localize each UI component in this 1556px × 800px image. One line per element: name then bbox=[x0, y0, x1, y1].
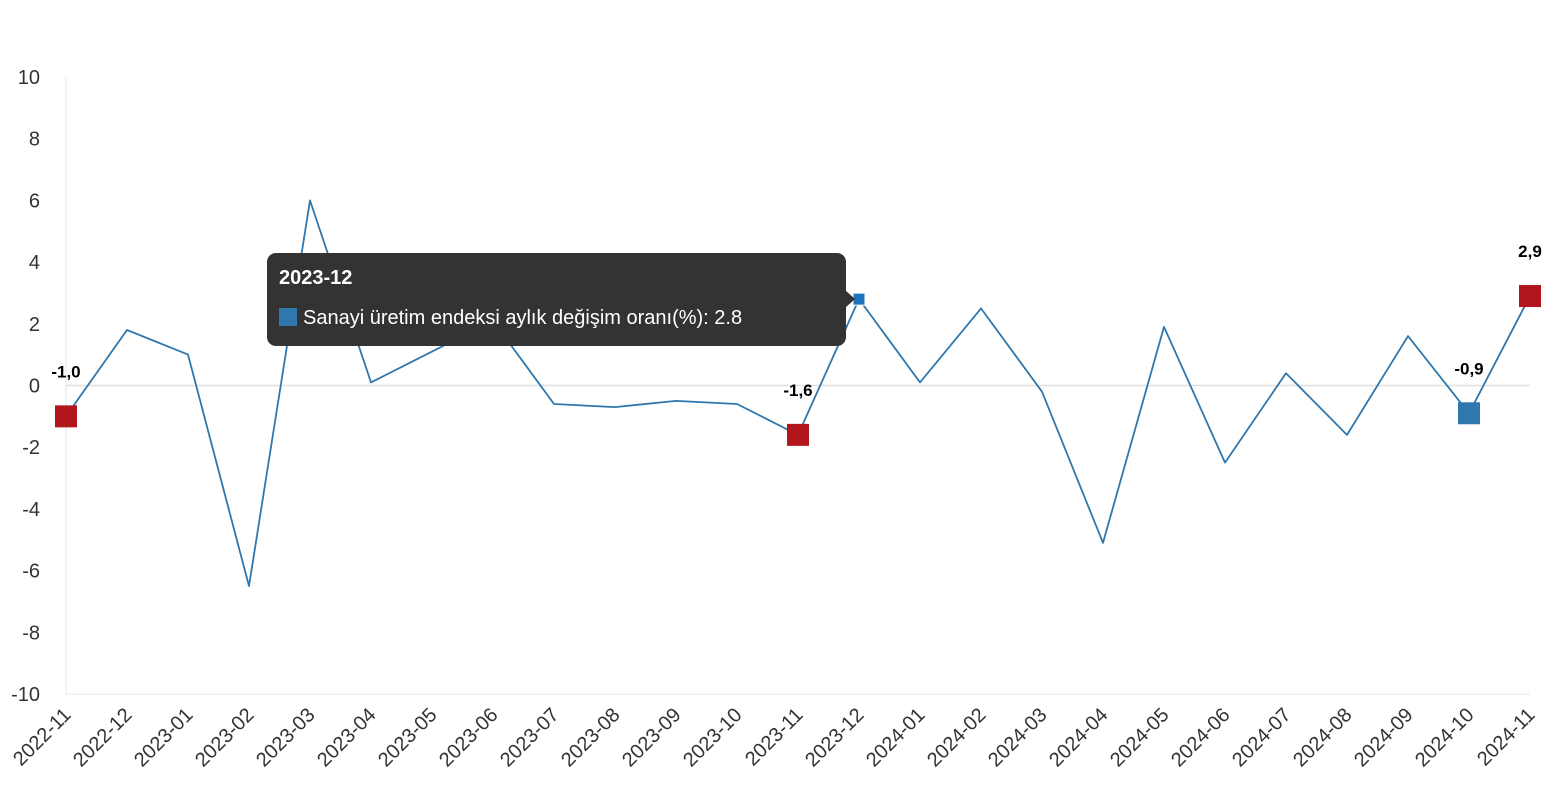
x-tick-label: 2023-01 bbox=[130, 704, 197, 771]
x-tick-label: 2024-01 bbox=[862, 704, 929, 771]
x-tick-label: 2023-11 bbox=[741, 704, 807, 770]
data-label: -1,6 bbox=[783, 381, 812, 400]
y-tick-label: -4 bbox=[22, 499, 40, 521]
y-tick-label: 6 bbox=[29, 190, 40, 212]
y-tick-label: 2 bbox=[29, 314, 40, 336]
x-tick-label: 2024-09 bbox=[1350, 704, 1417, 771]
x-tick-label: 2023-10 bbox=[679, 704, 746, 771]
x-tick-label: 2024-04 bbox=[1045, 704, 1112, 771]
tooltip-series-text: Sanayi üretim endeksi aylık değişim oran… bbox=[303, 307, 743, 329]
x-tick-label: 2023-06 bbox=[435, 704, 502, 771]
x-tick-label: 2024-11 bbox=[1473, 704, 1539, 770]
y-tick-label: -10 bbox=[11, 684, 40, 706]
data-label: -1,0 bbox=[51, 362, 80, 381]
x-tick-label: 2024-02 bbox=[923, 704, 990, 771]
x-tick-label: 2023-05 bbox=[374, 704, 441, 771]
x-tick-label: 2022-12 bbox=[69, 704, 136, 771]
data-labels: -1,0 -1,6 -0,9 2,9 bbox=[51, 242, 1541, 400]
x-tick-label: 2023-09 bbox=[618, 704, 685, 771]
x-tick-label: 2024-08 bbox=[1289, 704, 1356, 771]
highlight-marker[interactable] bbox=[787, 423, 809, 446]
x-tick-label: 2024-03 bbox=[984, 704, 1051, 771]
y-axis: -10 -8 -6 -4 -2 0 2 4 6 8 10 bbox=[11, 67, 1530, 706]
x-tick-label: 2023-03 bbox=[252, 704, 319, 771]
y-tick-label: -8 bbox=[22, 622, 40, 644]
tooltip: 2023-12 Sanayi üretim endeksi aylık deği… bbox=[267, 253, 855, 346]
x-tick-label: 2022-11 bbox=[9, 704, 75, 770]
highlight-marker[interactable] bbox=[1519, 285, 1541, 308]
tooltip-series-swatch bbox=[279, 308, 297, 326]
tooltip-title: 2023-12 bbox=[279, 267, 353, 289]
data-label: 2,9 bbox=[1518, 242, 1542, 261]
x-tick-label: 2023-12 bbox=[801, 704, 868, 771]
x-tick-label: 2023-04 bbox=[313, 704, 380, 771]
tooltip-pointer bbox=[845, 290, 855, 308]
highlight-marker[interactable] bbox=[1458, 402, 1480, 425]
x-tick-label: 2024-05 bbox=[1106, 704, 1173, 771]
highlight-marker[interactable] bbox=[55, 405, 77, 428]
y-tick-label: 0 bbox=[29, 376, 40, 398]
tooltip-row: Sanayi üretim endeksi aylık değişim oran… bbox=[279, 305, 834, 331]
y-tick-label: -6 bbox=[22, 561, 40, 583]
y-tick-label: 10 bbox=[18, 67, 40, 89]
x-tick-label: 2023-08 bbox=[557, 704, 624, 771]
x-tick-label: 2023-07 bbox=[496, 704, 563, 771]
x-tick-label: 2024-06 bbox=[1167, 704, 1234, 771]
y-tick-label: 4 bbox=[29, 252, 40, 274]
x-tick-label: 2023-02 bbox=[191, 704, 258, 771]
y-tick-label: 8 bbox=[29, 129, 40, 151]
x-tick-label: 2024-07 bbox=[1228, 704, 1295, 771]
y-tick-label: -2 bbox=[22, 437, 40, 459]
data-label: -0,9 bbox=[1454, 359, 1483, 378]
x-tick-label: 2024-10 bbox=[1411, 704, 1478, 771]
x-axis: 2022-112022-122023-012023-022023-032023-… bbox=[9, 693, 1540, 771]
